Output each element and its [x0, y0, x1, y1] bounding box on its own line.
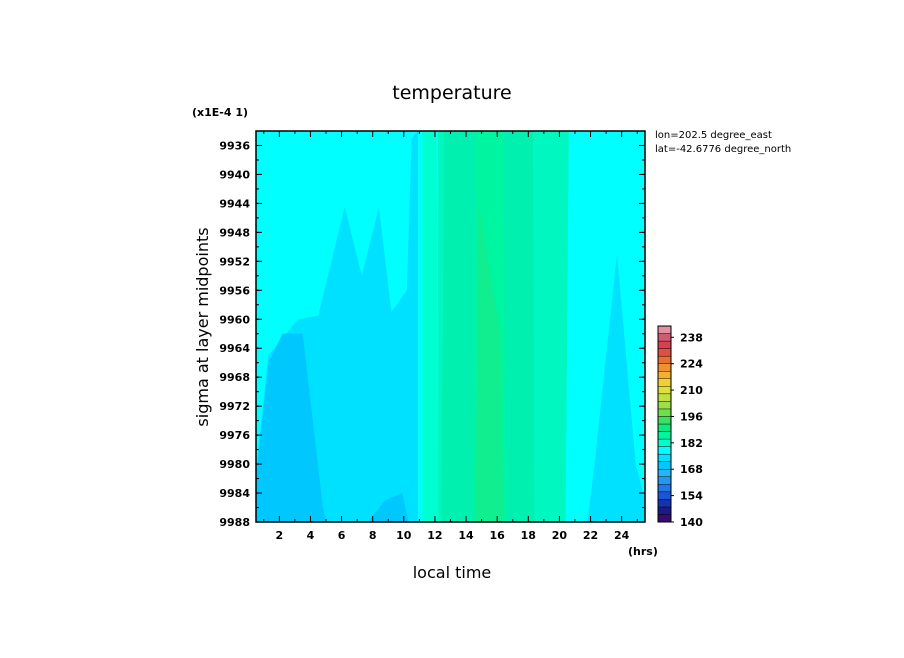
colorbar-label: 196: [680, 410, 703, 423]
colorbar-swatch: [657, 461, 672, 470]
x-axis-label: local time: [413, 563, 492, 582]
x-unit-label: (hrs): [628, 545, 658, 558]
colorbar-swatch: [657, 393, 672, 402]
colorbar-label: 182: [680, 437, 703, 450]
colorbar-swatch: [657, 453, 672, 462]
colorbar-swatch: [657, 446, 672, 455]
colorbar-swatch: [657, 476, 672, 485]
colorbar-swatch: [657, 506, 672, 515]
y-scale-note: (x1E-4 1): [192, 106, 248, 119]
colorbar-swatch: [657, 340, 672, 349]
colorbar-swatch: [657, 438, 672, 447]
contour-level-blue-patch-bottom: [368, 493, 409, 522]
colorbar-swatch: [657, 401, 672, 410]
colorbar-swatch: [657, 484, 672, 493]
annotation-lat: lat=-42.6776 degree_north: [655, 144, 791, 155]
colorbar-swatch: [657, 499, 672, 508]
colorbar-swatch: [657, 386, 672, 395]
colorbar-label: 168: [680, 463, 703, 476]
x-tick-label: 18: [521, 529, 536, 542]
contour-level-aqua-band: [422, 131, 439, 522]
x-tick-label: 14: [458, 529, 474, 542]
colorbar: 140 154 168 182 196 210 224 238: [657, 325, 703, 529]
y-tick-label: 9964: [219, 342, 250, 355]
y-tick-label: 9960: [219, 313, 250, 326]
y-tick-label: 9940: [219, 168, 250, 181]
colorbar-frame: [657, 325, 672, 523]
y-tick-label: 9968: [219, 371, 250, 384]
x-tick-label: 10: [396, 529, 412, 542]
x-tick-label: 24: [614, 529, 630, 542]
chart-title: temperature: [392, 82, 511, 104]
y-tick-label: 9980: [219, 458, 250, 471]
y-tick-label: 9976: [219, 429, 250, 442]
x-tick-label: 6: [338, 529, 346, 542]
x-tick-label: 12: [427, 529, 442, 542]
y-tick-label: 9948: [219, 226, 250, 239]
x-tick-label: 20: [552, 529, 568, 542]
contour-field: [256, 131, 645, 522]
y-tick-label: 9956: [219, 284, 250, 297]
annotation-lon: lon=202.5 degree_east: [655, 130, 772, 141]
colorbar-swatch: [657, 423, 672, 432]
colorbar-label: 238: [680, 331, 703, 344]
x-tick-label: 4: [307, 529, 315, 542]
contour-level-blue-patch-left: [256, 333, 326, 522]
y-tick-label: 9988: [219, 516, 250, 529]
colorbar-swatch: [657, 348, 672, 357]
y-tick-label: 9952: [219, 255, 250, 268]
colorbar-swatch: [657, 355, 672, 364]
x-tick-label: 16: [490, 529, 506, 542]
x-tick-label: 22: [583, 529, 598, 542]
colorbar-swatch: [657, 363, 672, 372]
contour-level-green-peak: [475, 203, 504, 522]
y-tick-label: 9944: [219, 197, 250, 210]
colorbar-swatch: [657, 325, 672, 334]
x-axis: 2 4 6 8 10 12 14 16 18 20 22 24: [263, 131, 638, 542]
x-tick-label: 8: [369, 529, 377, 542]
colorbar-label: 140: [680, 516, 703, 529]
y-axis: 9936 9940 9944 9948 9952 9956 9960 9964 9968 9972…: [219, 130, 645, 529]
colorbar-swatch: [657, 333, 672, 342]
y-tick-label: 9936: [219, 139, 250, 152]
colorbar-swatch: [657, 469, 672, 477]
colorbar-swatch: [657, 378, 672, 387]
y-tick-label: 9972: [219, 400, 250, 413]
colorbar-swatch: [657, 408, 672, 417]
contour-level-light-blue-right: [587, 254, 645, 522]
y-tick-label: 9984: [219, 487, 250, 500]
colorbar-label: 210: [680, 384, 703, 397]
x-tick-label: 2: [276, 529, 284, 542]
y-axis-label: sigma at layer midpoints: [193, 227, 212, 426]
colorbar-swatch: [657, 514, 672, 523]
colorbar-label: 154: [680, 490, 703, 503]
colorbar-swatch: [657, 416, 672, 425]
colorbar-swatch: [657, 371, 672, 379]
colorbar-swatch: [657, 431, 672, 440]
colorbar-swatch: [657, 491, 672, 500]
colorbar-label: 224: [680, 358, 703, 371]
